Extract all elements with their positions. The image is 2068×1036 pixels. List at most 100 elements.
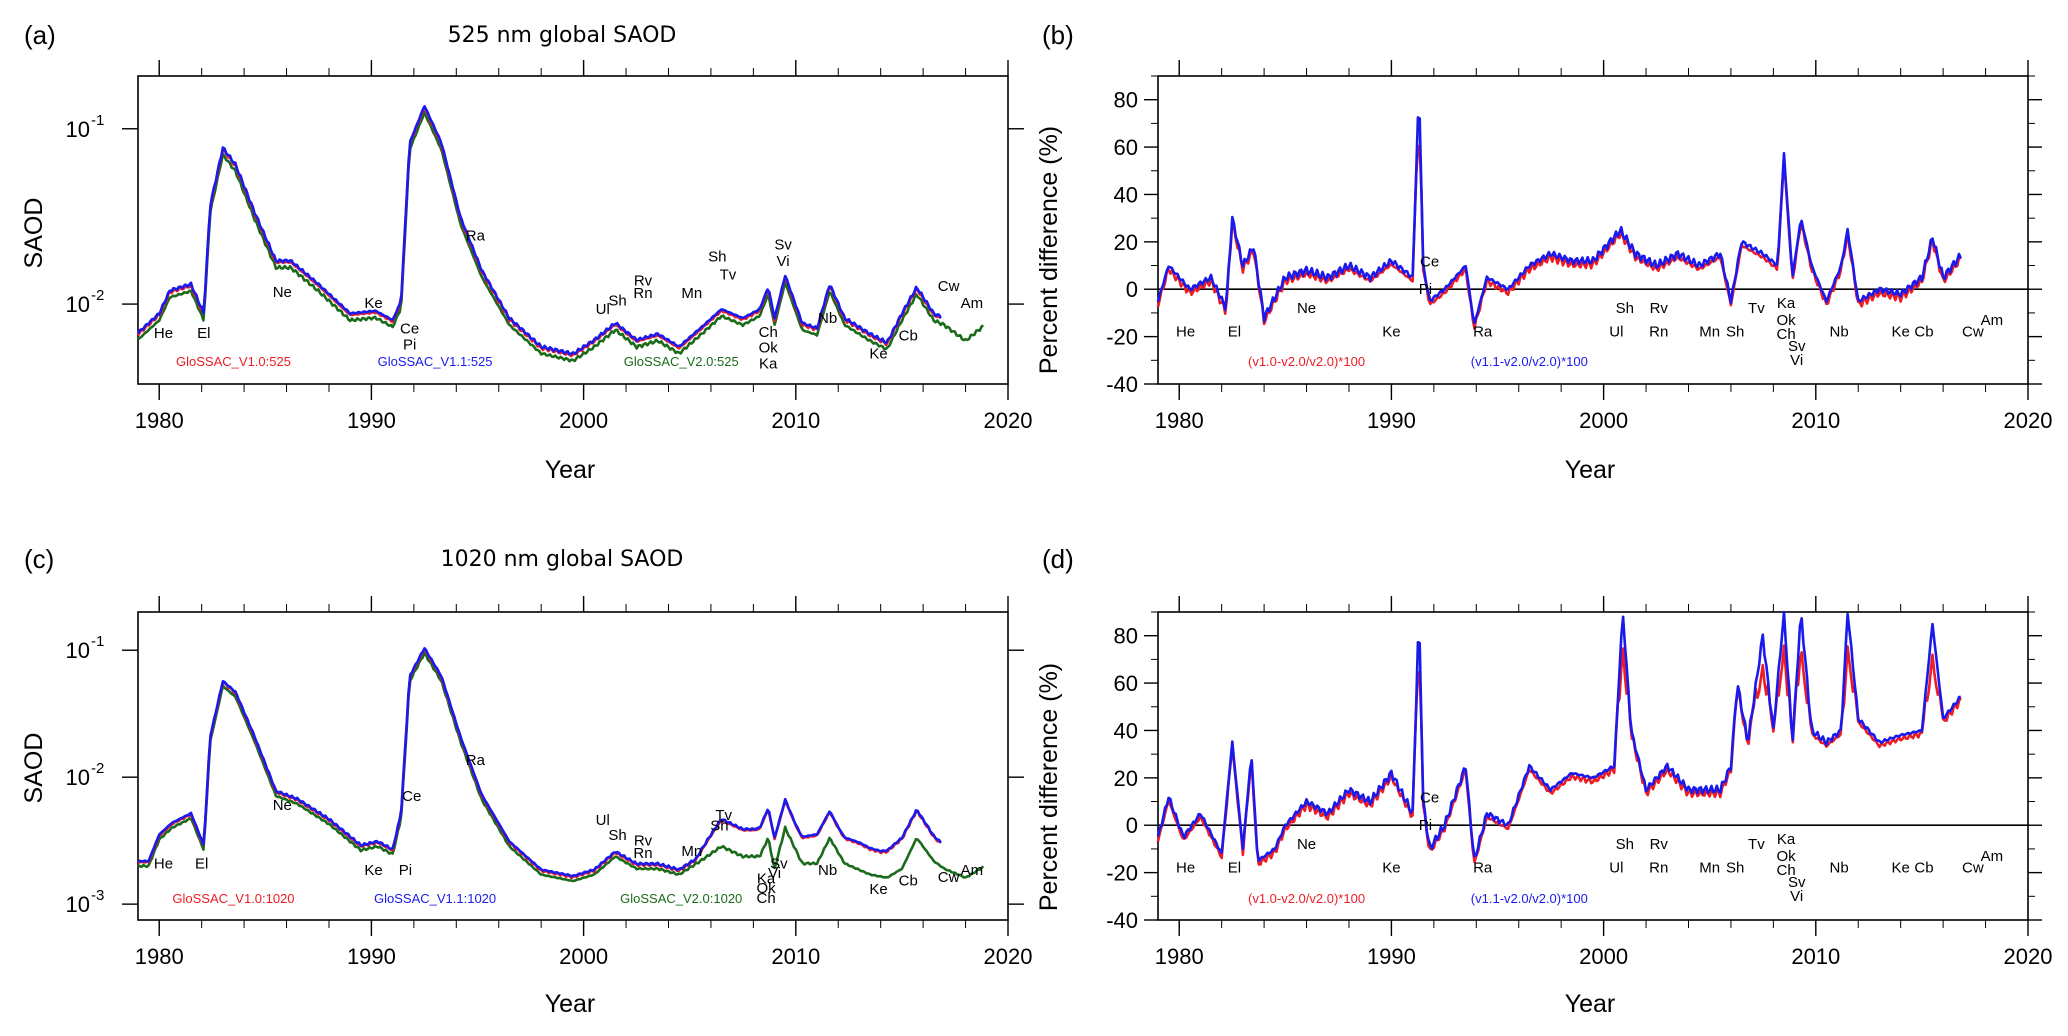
plot-frame	[1157, 611, 2029, 921]
x-tick-label: 2010	[1791, 408, 1840, 433]
series-line-(v1.1-v2.0/v2.0)*100	[1156, 610, 1961, 863]
event-label: Pi	[1419, 281, 1432, 298]
event-label: Ul	[596, 301, 610, 318]
event-label: Tv	[1748, 300, 1765, 317]
x-axis-label: Year	[1565, 990, 1616, 1018]
event-label: Pi	[1419, 817, 1432, 834]
legend-entry: GloSSAC_V1.0:1020	[172, 891, 294, 906]
y-axis-label: Percent difference (%)	[1035, 126, 1063, 374]
event-label: Sv	[774, 236, 792, 253]
event-label: Am	[1981, 848, 2004, 865]
event-label: Ne	[273, 797, 292, 814]
plot-frame	[137, 611, 1009, 921]
y-tick-label: 20	[1114, 230, 1138, 255]
event-label: Cw	[938, 869, 960, 886]
y-tick-label: 20	[1114, 766, 1138, 791]
event-label: Ok	[1777, 848, 1797, 865]
event-label: Vi	[1790, 888, 1803, 905]
series-line-GloSSAC_V1.1:1020	[137, 646, 942, 878]
plot-frame	[1157, 75, 2029, 385]
series-line-(v1.0-v2.0/v2.0)*100	[1156, 644, 1962, 866]
event-label: Ok	[1777, 312, 1797, 329]
series-line-GloSSAC_V1.1:525	[136, 105, 942, 356]
y-tick-exponent: -1	[91, 112, 104, 129]
event-label: Ch	[757, 890, 776, 907]
event-label: Tv	[1748, 836, 1765, 853]
legend-entry: (v1.0-v2.0/v2.0)*100	[1248, 354, 1365, 369]
series-line-GloSSAC_V2.0:525	[137, 110, 985, 363]
legend-entry: GloSSAC_V1.1:1020	[374, 891, 496, 906]
event-label: Vi	[1790, 352, 1803, 369]
x-tick-label: 1980	[1155, 408, 1204, 433]
y-tick-exponent: -1	[91, 633, 104, 650]
event-label: Sv	[1788, 338, 1806, 355]
series-line-(v1.0-v2.0/v2.0)*100	[1156, 144, 1962, 330]
event-label: Rv	[634, 272, 653, 289]
event-label: Ne	[273, 284, 292, 301]
event-label: He	[154, 325, 173, 342]
event-label: El	[1228, 860, 1241, 877]
y-tick-label: 80	[1114, 88, 1138, 113]
y-tick-label: 10	[66, 892, 90, 917]
event-label: Sh	[608, 293, 626, 310]
plot-area: 1980 1990 2000 2010 2020 -40 -20 0 20 40 60 80 He El N…	[1106, 596, 2052, 969]
x-tick-label: 2020	[2004, 944, 2053, 969]
event-label: Ka	[759, 355, 778, 372]
event-label: Tv	[715, 807, 732, 824]
x-tick-label: 2020	[984, 944, 1033, 969]
event-label: Ch	[759, 324, 778, 341]
event-label: He	[1176, 324, 1195, 341]
x-tick-label: 2000	[559, 944, 608, 969]
event-label: Ra	[466, 228, 486, 245]
x-axis-label: Year	[545, 990, 596, 1018]
plot-frame	[137, 75, 1009, 385]
event-label: Mn	[1699, 860, 1720, 877]
y-tick-label: -20	[1106, 325, 1138, 350]
panel-c-1020nm-saod: (c) 1020 nm global SAOD SAOD Year 1980 19…	[20, 544, 1032, 1018]
event-label: Mn	[681, 843, 702, 860]
event-label: Sh	[710, 818, 728, 835]
legend-entry: GloSSAC_V2.0:525	[624, 354, 739, 369]
event-label: Ke	[364, 295, 382, 312]
event-label: El	[195, 856, 208, 873]
y-axis-label: SAOD	[20, 198, 48, 269]
event-label: Cw	[938, 278, 960, 295]
event-label: Cb	[899, 873, 918, 890]
event-label: El	[197, 325, 210, 342]
event-label: Ke	[1382, 324, 1400, 341]
x-tick-label: 2000	[559, 408, 608, 433]
event-label: Rv	[1650, 836, 1669, 853]
event-label: He	[1176, 860, 1195, 877]
x-tick-label: 1990	[347, 944, 396, 969]
event-label: Ul	[1609, 860, 1623, 877]
event-label: Sh	[708, 248, 726, 265]
y-axis-label: Percent difference (%)	[1035, 663, 1063, 911]
event-label: Ul	[596, 812, 610, 829]
event-label: Nb	[1830, 860, 1849, 877]
event-label: Nb	[818, 862, 837, 879]
event-label: Ce	[400, 320, 419, 337]
event-label: Mn	[681, 285, 702, 302]
event-label: Sv	[1788, 874, 1806, 891]
event-label: Ka	[1777, 831, 1796, 848]
x-tick-label: 1990	[1367, 944, 1416, 969]
y-tick-label: 60	[1114, 135, 1138, 160]
event-label: Sh	[608, 827, 626, 844]
series-line-(v1.1-v2.0/v2.0)*100	[1156, 116, 1962, 325]
x-tick-label: 2010	[771, 944, 820, 969]
event-label: Tv	[720, 267, 737, 284]
y-tick-label: 10	[66, 765, 90, 790]
event-label: Sh	[1616, 836, 1634, 853]
legend-entry: GloSSAC_V1.1:525	[378, 354, 493, 369]
legend-entry: (v1.0-v2.0/v2.0)*100	[1248, 891, 1365, 906]
event-label: Cw	[1962, 324, 1984, 341]
event-label: Ce	[1420, 790, 1439, 807]
y-tick-label: 40	[1114, 182, 1138, 207]
y-tick-label: 10	[66, 292, 90, 317]
event-label: Ok	[759, 339, 779, 356]
event-label: Mn	[1699, 324, 1720, 341]
panel-letter: (d)	[1042, 544, 1074, 574]
event-label: Sh	[1726, 860, 1744, 877]
x-tick-label: 1980	[1155, 944, 1204, 969]
